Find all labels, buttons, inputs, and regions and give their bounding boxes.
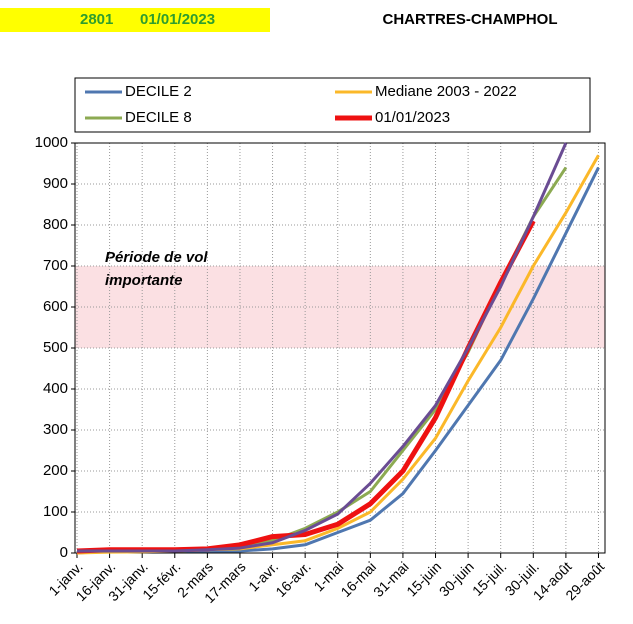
band-label: Période de vol: [105, 249, 208, 266]
legend-label: DECILE 8: [125, 109, 192, 126]
y-tick-label: 800: [43, 216, 68, 233]
y-tick-label: 100: [43, 503, 68, 520]
header-highlight: [0, 8, 270, 32]
x-tick-label: 31-mai: [370, 558, 412, 600]
y-tick-label: 900: [43, 175, 68, 192]
legend-box: [74, 77, 591, 133]
band-label: importante: [105, 272, 183, 289]
y-tick-label: 200: [43, 462, 68, 479]
header-station: CHARTRES-CHAMPHOL: [383, 11, 558, 28]
legend-label: 01/01/2023: [375, 109, 450, 126]
series-line: [76, 166, 600, 555]
y-tick-label: 700: [43, 257, 68, 274]
header-code: 2801: [80, 11, 113, 28]
header-date: 01/01/2023: [140, 11, 215, 28]
series-line: [77, 142, 568, 553]
x-tick-label: 16-mai: [337, 558, 379, 600]
y-tick-label: 400: [43, 380, 68, 397]
legend-label: Mediane 2003 - 2022: [375, 83, 517, 100]
y-tick-label: 0: [60, 544, 68, 561]
y-tick-label: 1000: [35, 134, 68, 151]
y-tick-label: 500: [43, 339, 68, 356]
legend-label: DECILE 2: [125, 83, 192, 100]
y-tick-label: 600: [43, 298, 68, 315]
x-tick-label: 15-juin: [403, 558, 444, 599]
y-tick-label: 300: [43, 421, 68, 438]
plot-frame: [74, 142, 606, 554]
x-tick-label: 16-avr.: [272, 558, 314, 600]
x-tick-label: 30-juin: [436, 558, 477, 599]
x-tick-label: 15-juil.: [469, 558, 509, 598]
series-line: [76, 154, 600, 555]
